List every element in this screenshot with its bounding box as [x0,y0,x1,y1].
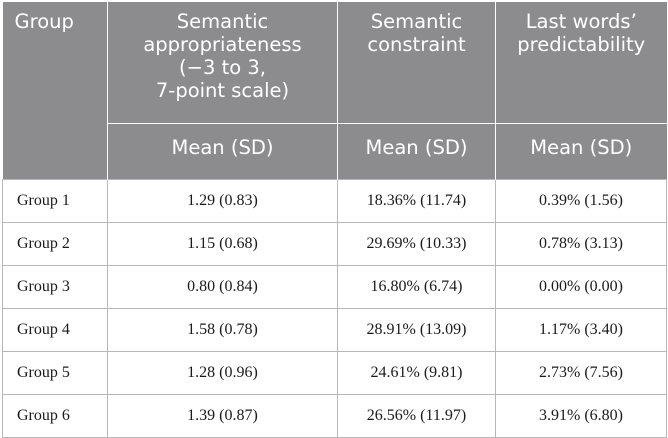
subheader-mean-sd: Mean (SD) [107,123,338,180]
cell-group: Group 3 [2,265,108,309]
header-line: Last words’ [525,10,637,33]
subheader-mean-sd: Mean (SD) [495,123,667,180]
table-header: Group Semantic appropriateness (−3 to 3,… [2,2,667,180]
header-group: Group [2,2,108,180]
cell-constraint: 16.80% (6.74) [337,265,496,309]
cell-group: Group 5 [2,351,108,395]
header-line: predictability [517,33,646,56]
cell-predictability: 0.39% (1.56) [495,179,667,223]
table-row: Group 2 1.15 (0.68) 29.69% (10.33) 0.78%… [2,222,667,266]
header-line: Semantic [370,10,463,33]
cell-appropriateness: 1.58 (0.78) [107,308,338,352]
header-last-words-predictability: Last words’ predictability [495,2,667,124]
cell-constraint: 24.61% (9.81) [337,351,496,395]
header-line: 7-point scale) [155,79,290,102]
cell-appropriateness: 1.28 (0.96) [107,351,338,395]
header-semantic-constraint: Semantic constraint [337,2,496,124]
table-row: Group 3 0.80 (0.84) 16.80% (6.74) 0.00% … [2,265,667,309]
cell-predictability: 0.00% (0.00) [495,265,667,309]
header-subrow: Mean (SD) Mean (SD) Mean (SD) [3,123,667,180]
header-group-label: Group [14,10,74,33]
header-line: Semantic [176,10,269,33]
cell-constraint: 26.56% (11.97) [337,394,496,438]
cell-predictability: 3.91% (6.80) [495,394,667,438]
cell-group: Group 4 [2,308,108,352]
header-line: (−3 to 3, [179,56,266,79]
table-row: Group 6 1.39 (0.87) 26.56% (11.97) 3.91%… [2,394,667,438]
cell-group: Group 1 [2,179,108,223]
table-row: Group 5 1.28 (0.96) 24.61% (9.81) 2.73% … [2,351,667,395]
header-line: appropriateness [143,33,302,56]
cell-predictability: 0.78% (3.13) [495,222,667,266]
cell-constraint: 29.69% (10.33) [337,222,496,266]
header-row: Group Semantic appropriateness (−3 to 3,… [2,2,667,180]
table-body: Group 1 1.29 (0.83) 18.36% (11.74) 0.39%… [2,179,667,438]
cell-appropriateness: 1.39 (0.87) [107,394,338,438]
header-semantic-appropriateness: Semantic appropriateness (−3 to 3, 7-poi… [107,2,338,124]
subheader-mean-sd: Mean (SD) [337,123,496,180]
cell-predictability: 1.17% (3.40) [495,308,667,352]
cell-group: Group 6 [2,394,108,438]
table-row: Group 4 1.58 (0.78) 28.91% (13.09) 1.17%… [2,308,667,352]
cell-appropriateness: 1.29 (0.83) [107,179,338,223]
table-row: Group 1 1.29 (0.83) 18.36% (11.74) 0.39%… [2,179,667,223]
cell-group: Group 2 [2,222,108,266]
header-line: constraint [367,33,466,56]
cell-predictability: 2.73% (7.56) [495,351,667,395]
cell-constraint: 18.36% (11.74) [337,179,496,223]
cell-constraint: 28.91% (13.09) [337,308,496,352]
cell-appropriateness: 0.80 (0.84) [107,265,338,309]
cell-appropriateness: 1.15 (0.68) [107,222,338,266]
